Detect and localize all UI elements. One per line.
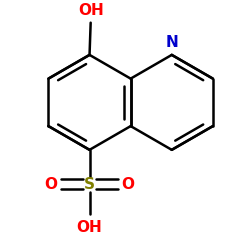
Text: OH: OH	[77, 220, 102, 236]
Text: N: N	[166, 35, 178, 50]
Text: OH: OH	[78, 3, 104, 18]
Text: O: O	[122, 176, 135, 192]
Text: O: O	[44, 176, 57, 192]
Text: S: S	[84, 176, 95, 192]
